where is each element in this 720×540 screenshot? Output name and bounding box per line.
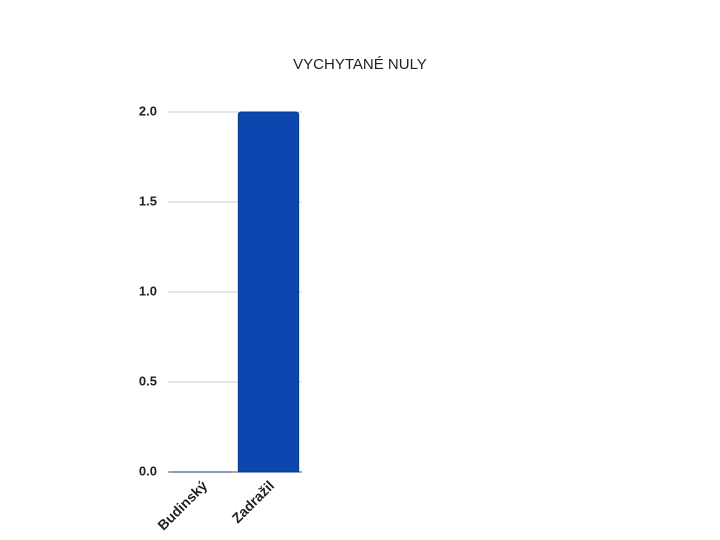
y-tick-label: 0.0 [139, 463, 157, 478]
y-tick-label: 1.5 [139, 193, 157, 208]
x-tick-label: Budinský [154, 477, 210, 533]
chart-title: VYCHYTANÉ NULY [293, 56, 427, 73]
y-tick-label: 1.0 [139, 283, 157, 298]
bar [237, 111, 300, 473]
y-tick-label: 2.0 [139, 103, 157, 118]
x-tick-label: Zadražil [229, 477, 278, 526]
y-tick-label: 0.5 [139, 373, 157, 388]
